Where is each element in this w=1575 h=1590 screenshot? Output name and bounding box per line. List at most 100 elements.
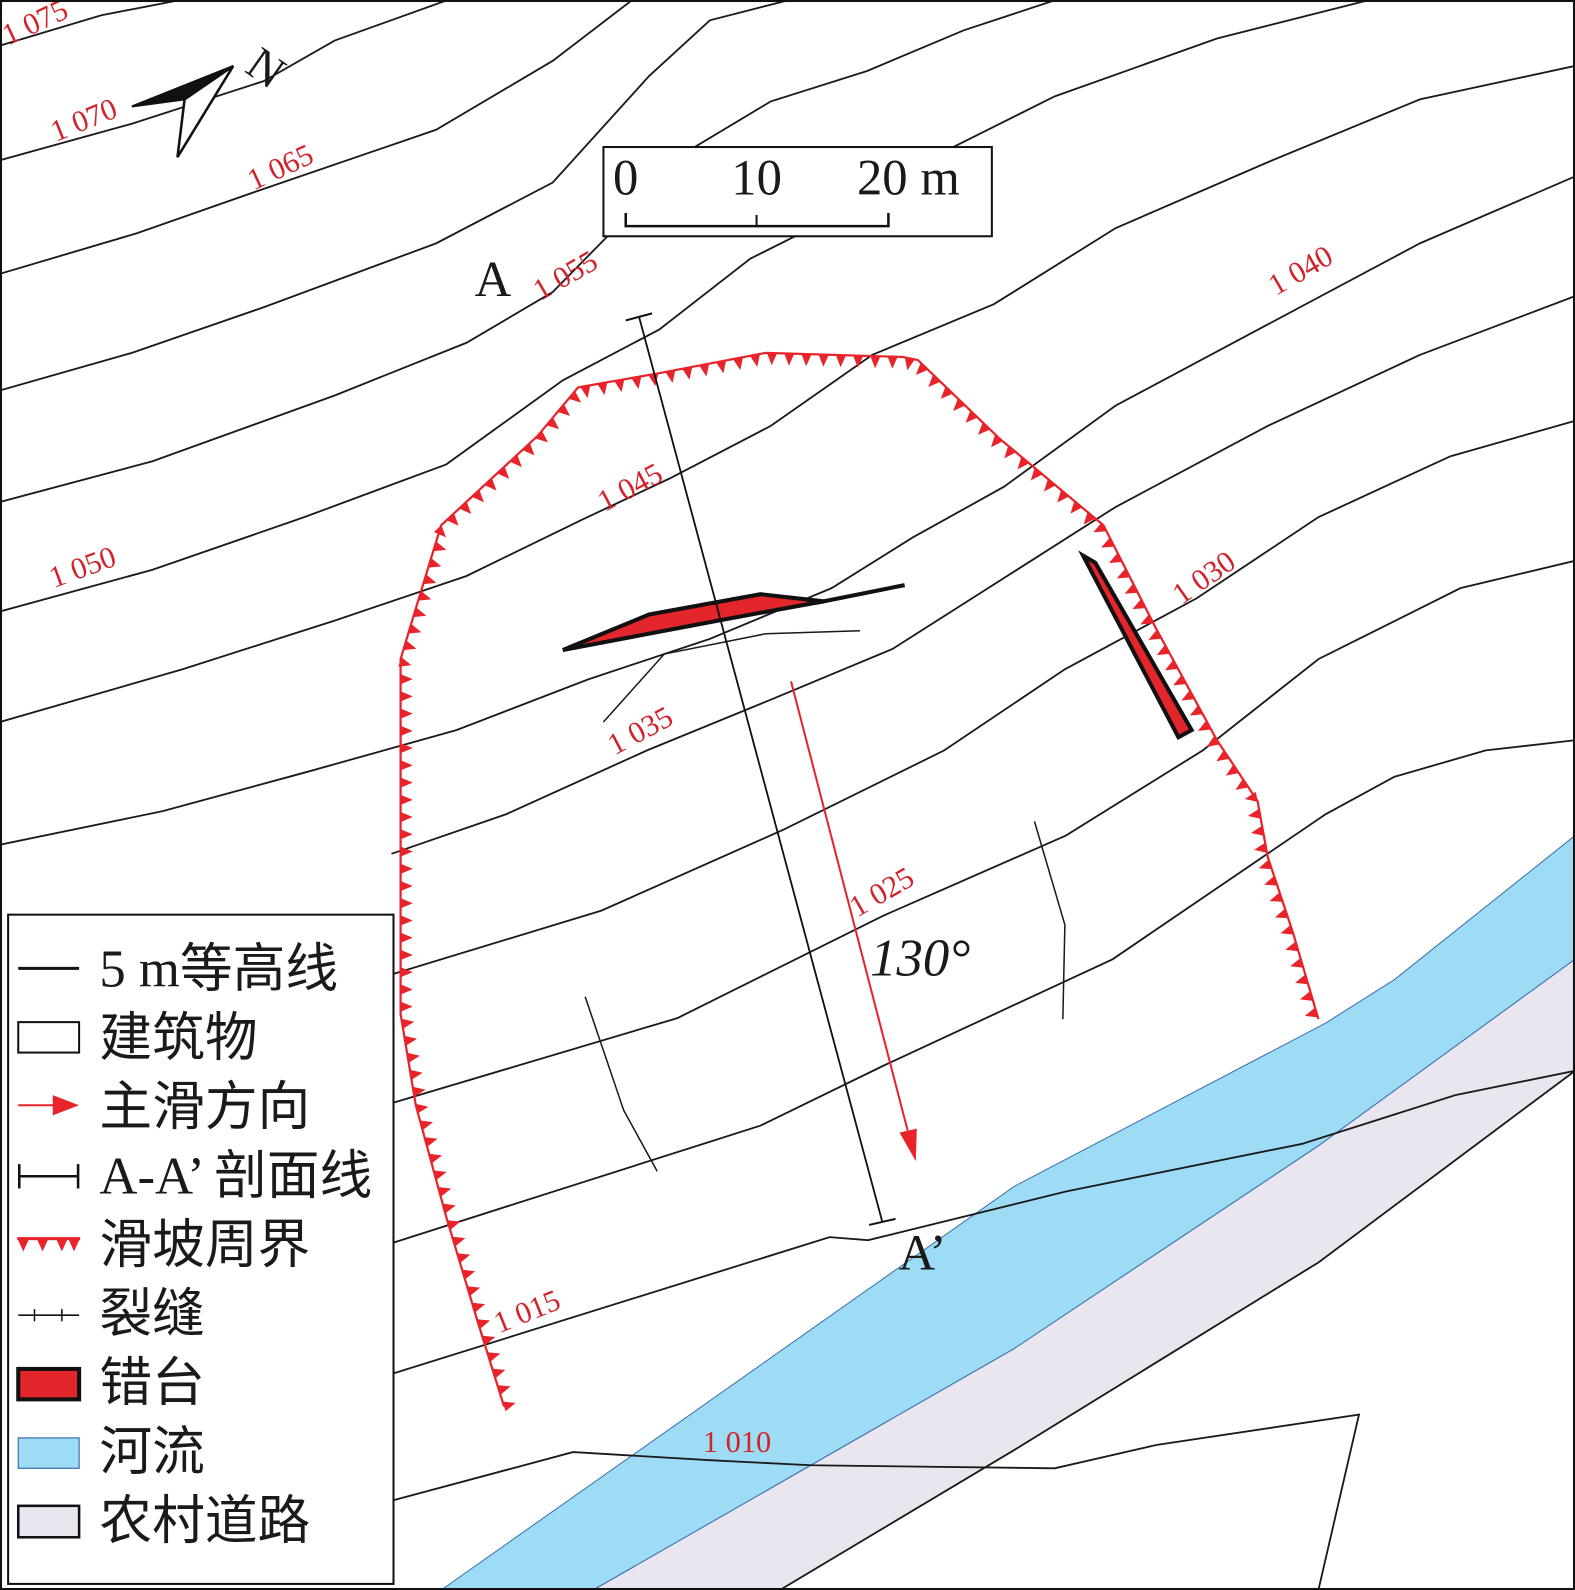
- boundary-triangle: [400, 949, 413, 961]
- boundary-triangle: [408, 623, 422, 634]
- boundary-triangle: [438, 1186, 452, 1197]
- boundary-triangle: [915, 362, 928, 375]
- arrowhead-icon: [899, 1128, 917, 1162]
- scale-label: 0: [613, 150, 638, 206]
- boundary-triangle: [401, 1018, 415, 1029]
- boundary-triangle: [400, 743, 413, 754]
- boundary-triangle: [991, 434, 1003, 448]
- boundary-triangle: [1173, 675, 1187, 686]
- boundary-triangle: [400, 708, 413, 719]
- boundary-triangle: [870, 355, 881, 369]
- boundary-triangle: [467, 1286, 481, 1296]
- legend-symbol-profile: [18, 1164, 80, 1189]
- boundary-triangle: [472, 1302, 486, 1313]
- boundary-triangle: [400, 674, 413, 685]
- landslide-boundary-triangles: [398, 352, 1318, 1412]
- boundary-triangle: [1295, 974, 1309, 985]
- boundary-triangle: [1285, 941, 1299, 952]
- boundary-triangle: [665, 370, 676, 384]
- boundary-triangle: [400, 915, 413, 926]
- boundary-triangle: [400, 811, 413, 823]
- contour-line: [0, 0, 451, 162]
- boundary-triangle: [749, 353, 760, 367]
- boundary-triangle: [413, 607, 427, 618]
- boundary-triangle: [497, 1385, 511, 1395]
- boundary-triangle: [818, 354, 829, 367]
- boundary-triangle: [1216, 750, 1230, 762]
- boundary-triangle: [400, 880, 413, 892]
- contour-line: [0, 0, 634, 275]
- boundary-triangle: [446, 513, 459, 526]
- boundary-triangle: [1083, 512, 1096, 525]
- boundary-triangle: [1164, 660, 1179, 671]
- profile-line-a-a: [638, 316, 884, 1223]
- slide-direction-arrow: [790, 681, 909, 1131]
- boundary-triangle: [1280, 924, 1294, 935]
- boundary-triangle: [1244, 791, 1258, 802]
- contour-line: [0, 0, 1373, 613]
- boundary-triangle: [1070, 501, 1083, 514]
- boundary-triangle: [1140, 614, 1154, 625]
- boundary-triangle: [1247, 808, 1261, 819]
- boundary-triangle: [459, 501, 472, 514]
- boundary-triangle: [1304, 1007, 1318, 1018]
- boundary-triangle: [1299, 991, 1314, 1001]
- legend-label: 裂缝: [99, 1285, 204, 1343]
- boundary-triangle: [1258, 859, 1272, 870]
- boundary-triangle: [1057, 489, 1069, 503]
- boundary-triangle: [614, 379, 625, 393]
- boundary-triangle: [1197, 720, 1212, 731]
- boundary-triangle: [965, 410, 978, 423]
- contour-line: [391, 419, 1575, 976]
- boundary-triangle: [835, 354, 847, 368]
- boundary-triangle: [1148, 629, 1162, 641]
- boundary-triangle: [484, 478, 497, 491]
- boundary-triangle: [418, 590, 432, 601]
- boundary-triangle: [429, 1153, 443, 1164]
- boundary-triangle: [1189, 705, 1203, 716]
- boundary-triangle: [400, 932, 413, 943]
- legend-symbol-road: [16, 1504, 81, 1539]
- boundary-triangle: [522, 443, 535, 456]
- boundary-triangle: [415, 1103, 429, 1114]
- boundary-triangle: [940, 386, 953, 399]
- contour-line: [391, 559, 1575, 1105]
- scale-label: 10: [731, 150, 782, 206]
- legend-label: 农村道路: [99, 1492, 310, 1550]
- scarp: [562, 592, 824, 652]
- boundary-triangle: [1093, 522, 1107, 533]
- boundary-triangle: [492, 1368, 506, 1379]
- road-edge-line: [779, 1070, 1575, 1590]
- boundary-triangle: [400, 829, 413, 840]
- contour-line: [391, 739, 1575, 1245]
- boundary-triangle: [428, 557, 442, 568]
- boundary-triangle: [1235, 778, 1249, 790]
- boundary-triangle: [1250, 825, 1264, 836]
- boundary-triangle: [568, 390, 582, 403]
- boundary-triangle: [400, 777, 413, 788]
- boundary-triangle: [546, 417, 560, 430]
- boundary-triangle: [509, 454, 522, 468]
- boundary-triangle: [1132, 599, 1146, 610]
- boundary-triangle: [419, 1120, 434, 1131]
- boundary-triangle: [1275, 908, 1289, 919]
- boundary-triangle: [400, 691, 413, 702]
- legend-symbol-river: [17, 1437, 80, 1469]
- boundary-triangle: [409, 1069, 423, 1080]
- boundary-triangle: [733, 357, 744, 371]
- slide-direction-angle: 130°: [870, 930, 970, 988]
- boundary-triangle: [400, 984, 413, 995]
- boundary-triangle: [557, 404, 571, 416]
- boundary-triangle: [1225, 764, 1239, 776]
- boundary-triangle: [482, 1335, 496, 1346]
- contour-line: [391, 1413, 1361, 1590]
- boundary-triangle: [502, 1401, 516, 1412]
- boundary-triangle: [801, 353, 812, 367]
- boundary-triangle: [1030, 467, 1043, 481]
- legend-label: A-A’ 剖面线: [99, 1148, 372, 1206]
- boundary-triangle: [853, 355, 864, 368]
- boundary-triangle: [433, 1170, 447, 1181]
